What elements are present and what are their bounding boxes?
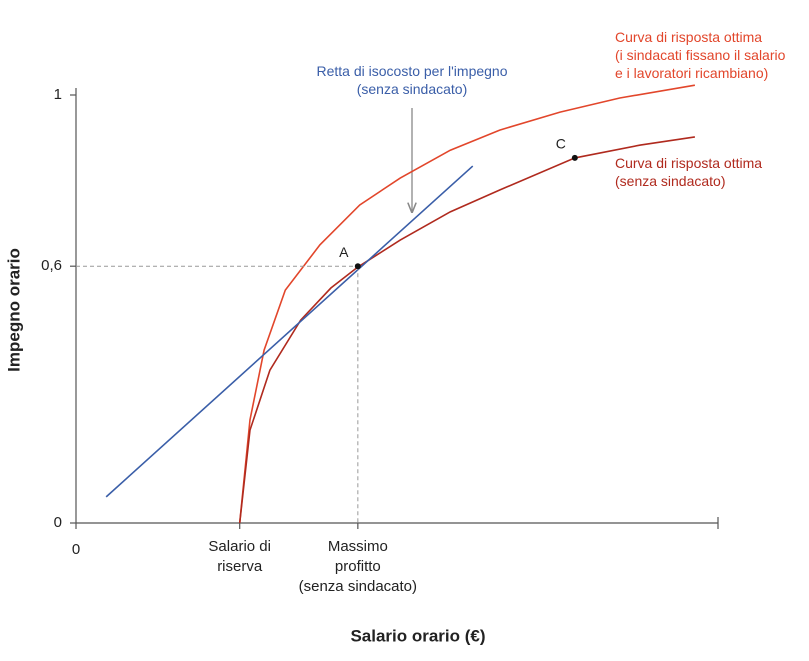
point-label: A — [339, 244, 349, 260]
y-tick-label: 0 — [54, 514, 62, 531]
series-line — [238, 136, 696, 524]
x-tick-label-line: riserva — [217, 558, 263, 575]
point-label: C — [556, 136, 566, 152]
x-tick-label-line: (senza sindacato) — [299, 578, 417, 595]
point — [571, 154, 578, 161]
series-label-line: e i lavoratori ricambiano) — [615, 65, 768, 81]
point — [354, 263, 361, 270]
x-tick-label: 0 — [72, 541, 80, 558]
y-axis-label: Impegno orario — [4, 248, 23, 372]
y-tick-label: 1 — [54, 86, 62, 103]
series-line — [105, 165, 474, 498]
y-tick-label: 0,6 — [41, 257, 62, 274]
x-tick-label: Salario di riserva — [208, 538, 271, 575]
series-label-line: Curva di risposta ottima — [615, 155, 762, 171]
series-label-line: Curva di risposta ottima — [615, 29, 762, 45]
series-line — [238, 84, 696, 524]
x-axis-label: Salario orario (€) — [350, 626, 485, 645]
series-label-line: (senza sindacato) — [615, 173, 726, 189]
series-label: Curva di risposta ottima (senza sindacato… — [615, 155, 762, 189]
x-tick-label-line: Massimo — [328, 538, 388, 555]
series-label-line: (i sindacati fissano il salario — [615, 47, 786, 63]
x-tick-label: Massimo profitto (senza sindacato) — [299, 538, 417, 595]
x-tick-label-line: Salario di — [208, 538, 271, 555]
series-label-line: (senza sindacato) — [357, 81, 468, 97]
series-label-line: Retta di isocosto per l'impegno — [317, 63, 508, 79]
series-label: Curva di risposta ottima (i sindacati fis… — [615, 29, 786, 81]
series-label: Retta di isocosto per l'impegno (senza si… — [317, 63, 508, 97]
x-tick-label-line: profitto — [335, 558, 381, 575]
